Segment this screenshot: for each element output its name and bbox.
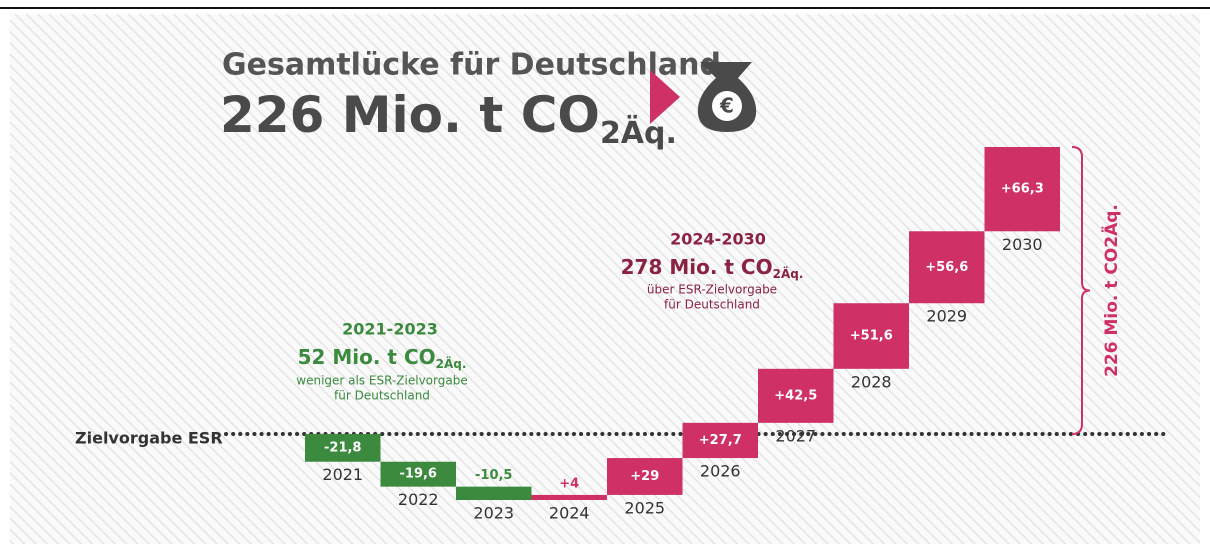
waterfall-bar — [758, 368, 834, 423]
year-label: 2030 — [1002, 235, 1043, 254]
waterfall-bar — [380, 461, 456, 487]
total-label: 226 Mio. t CO2Äq. — [1100, 204, 1122, 377]
annotation-amount: 52 Mio. t CO2Äq. — [298, 345, 467, 371]
year-label: 2027 — [775, 426, 816, 445]
value-label: +4 — [559, 476, 579, 491]
waterfall-bar — [305, 434, 381, 462]
headline-sub: 2Äq. — [600, 115, 677, 151]
coin — [712, 91, 742, 121]
value-label: -19,6 — [400, 467, 437, 482]
value-label: +27,7 — [699, 433, 742, 448]
annotation-amount-sub: 2Äq. — [436, 356, 467, 371]
annotation-period: 2024-2030 — [670, 230, 766, 249]
waterfall-bar — [607, 458, 683, 495]
headline: 226 Mio. t CO2Äq. — [220, 86, 677, 151]
arrow — [650, 70, 680, 124]
annotation-amount-main: 278 Mio. t CO — [621, 255, 773, 279]
value-label: +51,6 — [850, 329, 893, 344]
waterfall-bar — [531, 494, 607, 500]
value-label: +56,6 — [925, 260, 968, 275]
value-label: -10,5 — [475, 468, 512, 483]
striped-panel — [10, 14, 1200, 544]
value-label: +66,3 — [1001, 182, 1044, 197]
annotation-amount-sub: 2Äq. — [773, 266, 804, 281]
year-label: 2025 — [624, 498, 665, 517]
total-brace — [1071, 146, 1091, 436]
waterfall-bar — [909, 231, 985, 304]
value-label: -21,8 — [324, 440, 361, 455]
year-label: 2026 — [700, 462, 741, 481]
value-label: +29 — [630, 469, 659, 484]
year-label: 2024 — [549, 504, 590, 523]
annotation-line: für Deutschland — [664, 298, 760, 312]
waterfall-bar — [682, 422, 758, 459]
year-label: 2023 — [473, 504, 514, 523]
annotation-period: 2021-2023 — [342, 320, 438, 339]
annotation-line: für Deutschland — [334, 389, 430, 403]
icon-label: € — [719, 94, 734, 118]
waterfall-bar — [456, 486, 532, 500]
waterfall-bar — [833, 303, 909, 369]
year-label: 2021 — [322, 465, 363, 484]
annotation-line: über ESR-Zielvorgabe — [647, 283, 777, 297]
year-label: 2028 — [851, 372, 892, 391]
year-label: 2029 — [926, 307, 967, 326]
headline-main: 226 Mio. t CO — [220, 86, 600, 144]
title: Gesamtlücke für Deutschland — [222, 48, 721, 83]
value-label: +42,5 — [774, 388, 817, 403]
annotation-amount-main: 52 Mio. t CO — [298, 345, 436, 369]
annotation-amount: 278 Mio. t CO2Äq. — [621, 255, 804, 281]
annotation-positive: 2024-2030 278 Mio. t CO2Äq. über ESR-Zie… — [621, 230, 804, 312]
annotation-negative: 2021-2023 52 Mio. t CO2Äq. weniger als E… — [296, 320, 467, 403]
annotation-line: weniger als ESR-Zielvorgabe — [296, 374, 467, 388]
waterfall-bar — [984, 147, 1060, 232]
year-label: 2022 — [398, 490, 439, 509]
baseline-label: Zielvorgabe ESR — [75, 429, 223, 448]
